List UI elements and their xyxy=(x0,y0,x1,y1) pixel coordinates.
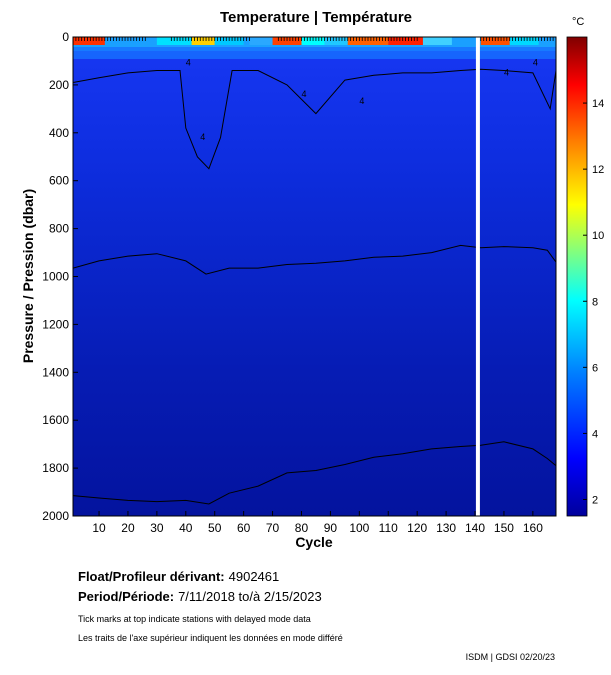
y-tick-label: 200 xyxy=(49,78,69,92)
float-row: Float/Profileur dérivant: 4902461 xyxy=(78,569,279,584)
contour-label: 4 xyxy=(186,58,191,68)
y-axis: 0 200 400 600 800 1000 1200 1400 1600 1800 2000 xyxy=(42,30,78,523)
period-info: Period/Période: 7/11/2018 to/à 2/15/2023 xyxy=(78,589,322,604)
x-tick-label: 80 xyxy=(295,521,309,535)
x-tick-label: 50 xyxy=(208,521,222,535)
x-tick-label: 60 xyxy=(237,521,251,535)
colorbar xyxy=(566,36,588,517)
x-tick-label: 140 xyxy=(465,521,485,535)
x-tick-label: 30 xyxy=(150,521,164,535)
isotherm-3c xyxy=(73,244,556,275)
x-tick-label: 120 xyxy=(407,521,427,535)
y-axis-label: Pressure / Pression (dbar) xyxy=(20,189,36,363)
isotherm-2c xyxy=(73,441,556,505)
colorbar-tick-label: 8 xyxy=(592,296,598,308)
x-tick-label: 40 xyxy=(179,521,193,535)
y-tick-label: 600 xyxy=(49,174,69,188)
y-tick-label: 1400 xyxy=(42,365,69,379)
note-english: Tick marks at top indicate stations with… xyxy=(78,614,311,624)
warm-patch xyxy=(422,37,452,45)
x-tick-label: 110 xyxy=(379,521,398,535)
y-tick-label: 1200 xyxy=(42,317,69,331)
float-id: 4902461 xyxy=(228,569,280,584)
float-info: Float/Profileur dérivant: 4902461 xyxy=(78,569,279,584)
colorbar-unit: °C xyxy=(572,16,584,28)
x-axis-label: Cycle xyxy=(295,534,333,550)
colorbar-tick-label: 2 xyxy=(592,494,598,506)
warm-patch xyxy=(249,37,273,45)
warm-patch xyxy=(73,37,105,45)
note-french: Les traits de l'axe supérieur indiquent … xyxy=(78,633,343,643)
credit-stamp: ISDM | GDSI 02/20/23 xyxy=(465,652,555,662)
x-tick-label: 70 xyxy=(266,521,280,535)
colorbar-tick-label: 6 xyxy=(592,362,598,374)
x-tick-label: 20 xyxy=(121,521,135,535)
delayed-mode-ticks xyxy=(72,37,557,41)
contour-lines: 4 4 4 4 4 4 xyxy=(73,37,556,516)
y-tick-label: 1600 xyxy=(42,413,69,427)
y-tick-label: 2000 xyxy=(42,509,69,523)
x-tick-label: 100 xyxy=(349,521,369,535)
y-tick-label: 1800 xyxy=(42,461,69,475)
float-label: Float/Profileur dérivant: xyxy=(78,569,225,584)
x-tick-label: 130 xyxy=(436,521,456,535)
x-tick-label: 150 xyxy=(494,521,514,535)
x-tick-label: 160 xyxy=(523,521,543,535)
contour-label: 4 xyxy=(301,89,306,99)
x-tick-label: 90 xyxy=(324,521,338,535)
colorbar-tick-label: 12 xyxy=(592,164,604,176)
isotherm-4c xyxy=(73,68,556,170)
colorbar-tick-label: 14 xyxy=(592,98,604,110)
contour-label: 4 xyxy=(200,132,205,142)
y-tick-label: 800 xyxy=(49,222,69,236)
colorbar-tick-label: 10 xyxy=(592,230,604,242)
y-tick-label: 400 xyxy=(49,126,69,140)
y-tick-label: 1000 xyxy=(42,270,69,284)
contour-label: 4 xyxy=(359,96,364,106)
colorbar-tick-label: 4 xyxy=(592,428,598,440)
contour-label: 4 xyxy=(533,58,538,68)
subsurface-band xyxy=(73,47,556,59)
colorbar-axis: 2 4 6 8 10 12 14 xyxy=(583,98,604,506)
period-label: Period/Période: xyxy=(78,589,175,604)
period-value: 7/11/2018 to/à 2/15/2023 xyxy=(178,589,322,604)
data-gap-line xyxy=(475,37,480,516)
y-tick-label: 0 xyxy=(62,30,69,44)
contour-label: 4 xyxy=(504,67,509,77)
x-tick-label: 10 xyxy=(92,521,106,535)
period-row: Period/Période: 7/11/2018 to/à 2/15/2023 xyxy=(78,589,322,604)
chart-title: Temperature | Température xyxy=(220,9,412,26)
x-axis: 10 20 30 40 50 60 70 80 90 100 110 120 130 140 150 160 xyxy=(92,511,543,535)
plot-background xyxy=(73,37,556,516)
